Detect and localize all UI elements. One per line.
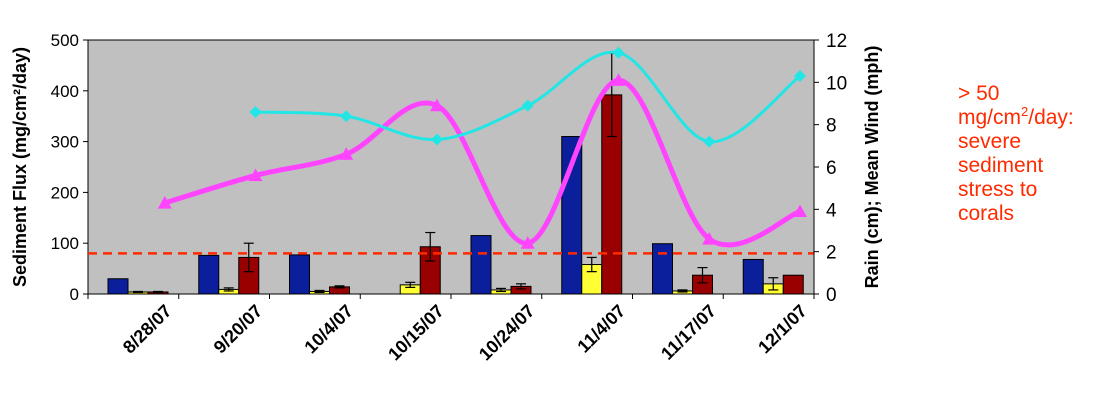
line-marker-s0-5 xyxy=(611,73,626,86)
bar-s0-6 xyxy=(652,243,673,295)
y2-tick-label-0: 0 xyxy=(826,285,837,306)
bar-s2-7 xyxy=(782,274,804,295)
annotation-line-5: stress to xyxy=(958,178,1038,201)
annotation-line-4: sediment xyxy=(958,154,1044,177)
y-tick-label-0: 0 xyxy=(70,285,79,304)
lines-layer xyxy=(157,46,807,249)
line-marker-s0-4 xyxy=(520,236,535,249)
x-tick-label-3: 10/15/07 xyxy=(384,301,448,365)
annotation-line-2: mg/cm2/day: xyxy=(958,104,1098,130)
bar-s0-1 xyxy=(198,254,220,295)
x-tick-label-1: 9/20/07 xyxy=(210,301,267,358)
line-marker-s0-3 xyxy=(430,98,444,112)
y2-axis-label: Rain (cm); Mean Wind (mph) xyxy=(862,46,882,289)
annotation-line-1: > 50 xyxy=(958,82,1000,105)
annotation-line-3: severe xyxy=(958,130,1022,153)
bar-s0-4 xyxy=(470,235,492,295)
x-tick-label-4: 10/24/07 xyxy=(475,301,539,365)
line-marker-s1-6 xyxy=(794,69,806,82)
annotation-unit: mg/cm xyxy=(958,106,1021,129)
annotation-unit-rest: /day: xyxy=(1028,106,1074,129)
x-tick-label-7: 12/1/07 xyxy=(754,301,811,358)
plot-area xyxy=(87,39,815,295)
x-tick-label-0: 8/28/07 xyxy=(119,301,176,358)
annotation-line-6: corals xyxy=(958,202,1015,225)
y-tick-label-2: 200 xyxy=(51,183,79,202)
threshold-annotation: > 50 mg/cm2/day: severe sediment stress … xyxy=(958,82,1098,226)
line-marker-s1-4 xyxy=(612,46,625,59)
line-marker-s1-5 xyxy=(703,135,716,148)
line-marker-s1-3 xyxy=(521,99,534,112)
y2-tick-label-4: 8 xyxy=(826,116,837,137)
annotation-unit-exponent: 2 xyxy=(1021,104,1029,119)
x-tick-label-2: 10/4/07 xyxy=(300,301,357,358)
y-tick-label-4: 400 xyxy=(51,82,79,101)
line-marker-s0-1 xyxy=(248,168,263,182)
y2-tick-label-1: 2 xyxy=(826,243,837,264)
line-marker-s0-0 xyxy=(157,195,172,209)
line-marker-s1-2 xyxy=(431,133,443,146)
bar-s0-0 xyxy=(107,278,129,295)
y-tick-label-3: 300 xyxy=(51,133,79,152)
y-tick-label-5: 500 xyxy=(51,31,79,50)
bar-s0-7 xyxy=(742,258,764,295)
y-tick-label-1: 100 xyxy=(51,234,79,253)
bar-s0-2 xyxy=(289,254,310,295)
y2-tick-label-2: 4 xyxy=(826,200,837,221)
line-marker-s1-0 xyxy=(249,105,262,118)
line-marker-s0-2 xyxy=(339,147,354,160)
x-tick-label-6: 11/17/07 xyxy=(657,301,720,364)
x-tick-label-5: 11/4/07 xyxy=(573,301,629,357)
line-series-0 xyxy=(164,77,801,248)
y-axis-label: Sediment Flux (mg/cm²/day) xyxy=(10,47,30,287)
line-marker-s1-1 xyxy=(340,110,353,123)
y2-tick-label-3: 6 xyxy=(826,158,837,179)
y2-tick-label-6: 12 xyxy=(826,31,847,52)
line-marker-s0-6 xyxy=(702,231,717,245)
line-marker-s0-7 xyxy=(793,204,807,218)
y2-tick-label-5: 10 xyxy=(826,73,847,94)
